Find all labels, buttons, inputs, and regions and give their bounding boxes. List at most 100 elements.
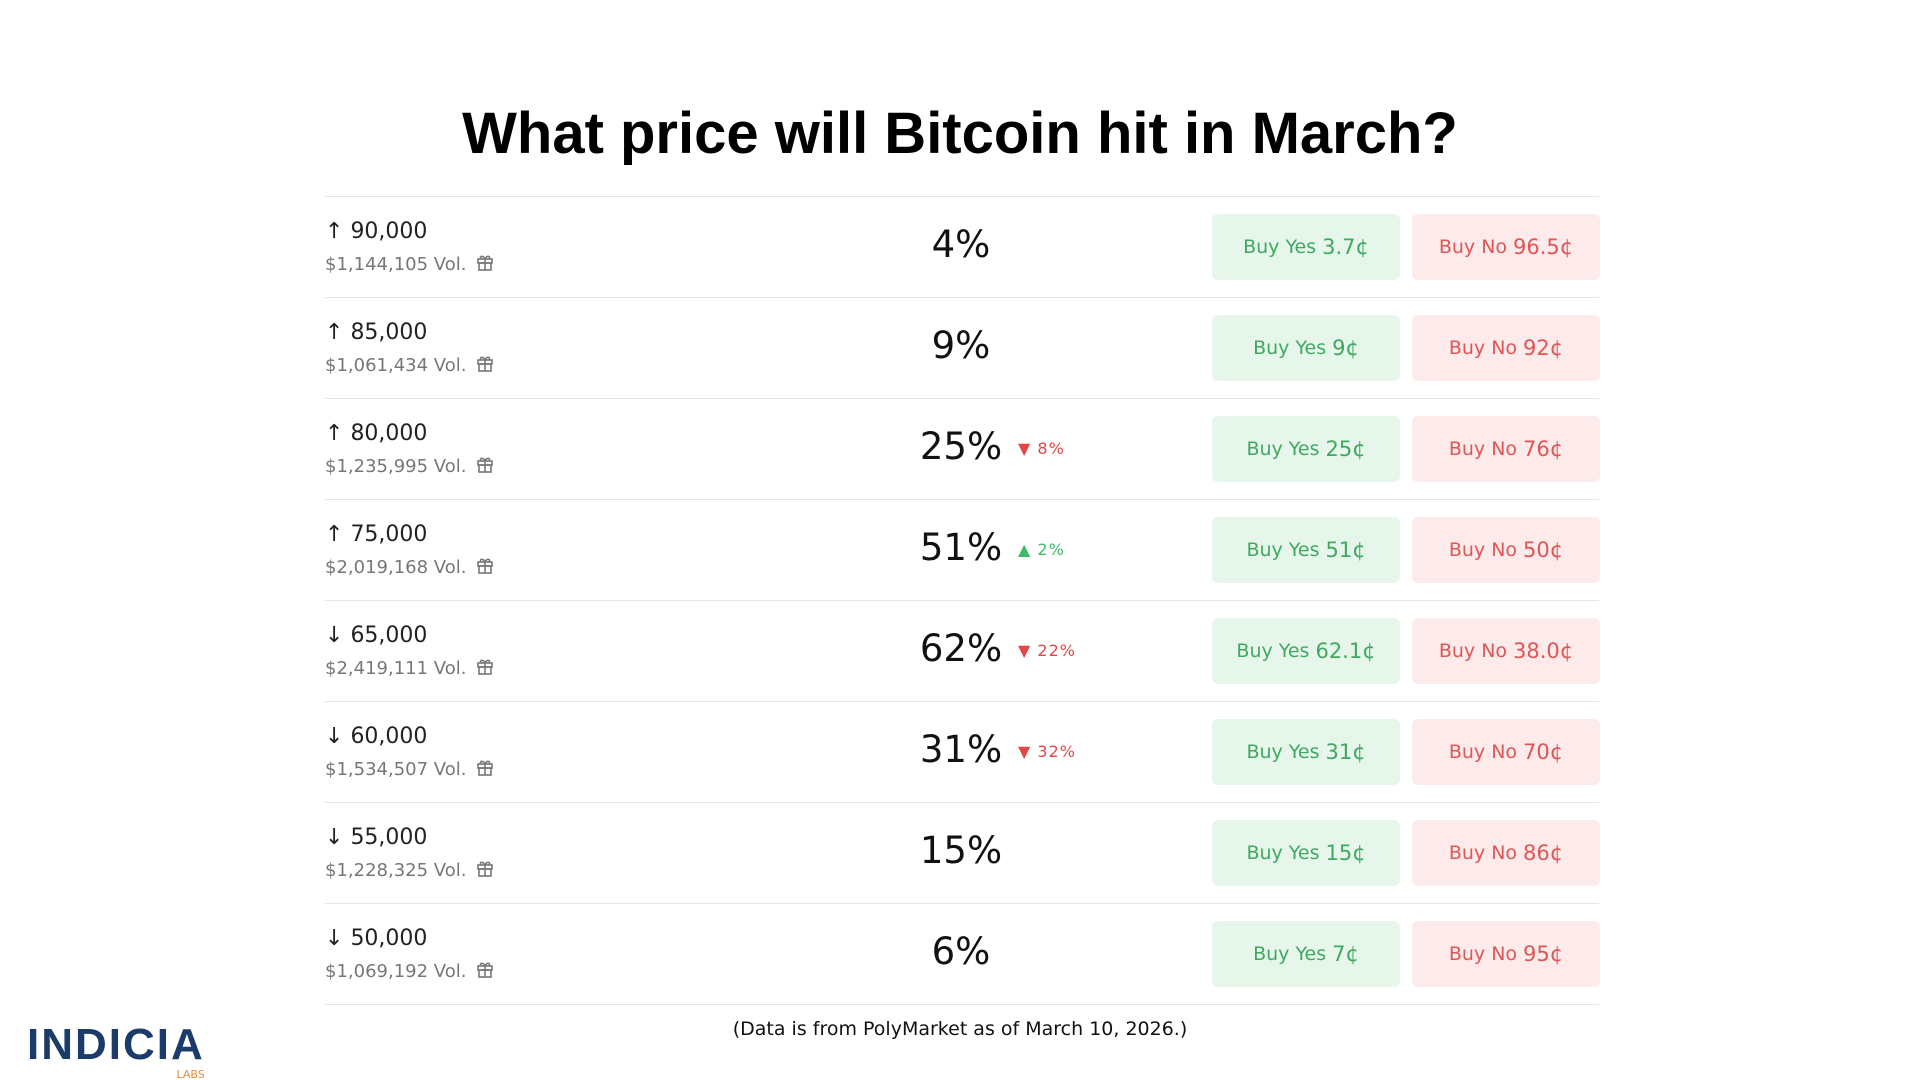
- change: ▼ 8%: [1018, 439, 1065, 458]
- buy-yes-label: Buy Yes: [1253, 337, 1327, 359]
- buy-yes-price: 9¢: [1332, 336, 1359, 360]
- buy-yes-button[interactable]: Buy Yes 51¢: [1212, 517, 1400, 583]
- change-icon: ▼: [1018, 439, 1038, 458]
- volume: $1,534,507 Vol.: [325, 758, 494, 781]
- change-value: 22%: [1037, 641, 1076, 660]
- direction-arrow: ↓: [325, 724, 344, 749]
- buy-yes-button[interactable]: Buy Yes 31¢: [1212, 719, 1400, 785]
- price-target: 65,000: [350, 623, 428, 648]
- buy-no-label: Buy No: [1448, 337, 1518, 359]
- market-table: ↑ 90,000 $1,144,105 Vol. 4% Buy Yes 3.7¢ Buy …: [325, 196, 1600, 1005]
- price-label: ↓ 50,000: [325, 926, 427, 951]
- buy-yes-price: 25¢: [1325, 437, 1366, 461]
- buy-yes-button[interactable]: Buy Yes 7¢: [1212, 921, 1400, 987]
- buy-no-label: Buy No: [1448, 741, 1518, 763]
- change-icon: ▼: [1018, 742, 1038, 761]
- market-row: ↑ 85,000 $1,061,434 Vol. 9% Buy Yes 9¢ Buy No…: [325, 298, 1600, 399]
- buy-yes-button[interactable]: Buy Yes 25¢: [1212, 416, 1400, 482]
- change: ▼ 32%: [1018, 742, 1076, 761]
- price-target: 55,000: [350, 825, 428, 850]
- chance: 4%: [931, 223, 991, 266]
- footer: (Data is from PolyMarket as of March 10,…: [732, 1018, 1188, 1040]
- volume-text: $1,235,995 Vol.: [325, 456, 467, 477]
- chance: 51%: [919, 526, 1003, 569]
- buy-yes-button[interactable]: Buy Yes 9¢: [1212, 315, 1400, 381]
- volume-text: $2,019,168 Vol.: [325, 557, 467, 578]
- price-label: ↓ 55,000: [325, 825, 427, 850]
- buy-no-button[interactable]: Buy No 50¢: [1412, 517, 1600, 583]
- gift-icon[interactable]: [476, 556, 494, 579]
- gift-icon[interactable]: [476, 758, 494, 781]
- buy-no-price: 96.5¢: [1513, 235, 1574, 259]
- chance: 31%: [919, 728, 1003, 771]
- chance: 9%: [931, 324, 991, 367]
- buy-no-button[interactable]: Buy No 86¢: [1412, 820, 1600, 886]
- buy-no-price: 86¢: [1523, 841, 1564, 865]
- price-target: 60,000: [350, 724, 428, 749]
- volume-text: $1,534,507 Vol.: [325, 759, 467, 780]
- buy-no-button[interactable]: Buy No 76¢: [1412, 416, 1600, 482]
- change-icon: ▲: [1018, 540, 1038, 559]
- buy-no-price: 76¢: [1523, 437, 1564, 461]
- price-label: ↑ 80,000: [325, 421, 427, 446]
- gift-icon[interactable]: [476, 657, 494, 680]
- buy-yes-label: Buy Yes: [1246, 438, 1320, 460]
- price-target: 85,000: [350, 320, 428, 345]
- direction-arrow: ↓: [325, 825, 344, 850]
- buy-yes-label: Buy Yes: [1253, 943, 1327, 965]
- buy-yes-label: Buy Yes: [1236, 640, 1310, 662]
- market-row: ↑ 90,000 $1,144,105 Vol. 4% Buy Yes 3.7¢ Buy …: [325, 197, 1600, 298]
- buy-yes-price: 3.7¢: [1322, 235, 1369, 259]
- gift-icon[interactable]: [476, 253, 494, 276]
- change-value: 2%: [1037, 540, 1065, 559]
- market-row: ↓ 60,000 $1,534,507 Vol. 31% ▼ 32% Buy Yes 31…: [325, 702, 1600, 803]
- direction-arrow: ↓: [325, 623, 344, 648]
- buy-yes-button[interactable]: Buy Yes 62.1¢: [1212, 618, 1400, 684]
- change-value: 32%: [1037, 742, 1076, 761]
- buy-no-button[interactable]: Buy No 96.5¢: [1412, 214, 1600, 280]
- buy-yes-price: 62.1¢: [1315, 639, 1376, 663]
- buy-no-price: 92¢: [1523, 336, 1564, 360]
- price-label: ↓ 60,000: [325, 724, 427, 749]
- buy-yes-label: Buy Yes: [1246, 539, 1320, 561]
- price-label: ↑ 90,000: [325, 219, 427, 244]
- chance: 62%: [919, 627, 1003, 670]
- volume: $1,144,105 Vol.: [325, 253, 494, 276]
- gift-icon[interactable]: [476, 354, 494, 377]
- chance: 15%: [919, 829, 1003, 872]
- market-row: ↓ 55,000 $1,228,325 Vol. 15% Buy Yes 15¢ Buy …: [325, 803, 1600, 904]
- price-target: 80,000: [350, 421, 428, 446]
- market-row: ↓ 65,000 $2,419,111 Vol. 62% ▼ 22% Buy Yes 62…: [325, 601, 1600, 702]
- gift-icon[interactable]: [476, 859, 494, 882]
- buy-no-button[interactable]: Buy No 92¢: [1412, 315, 1600, 381]
- volume-text: $1,061,434 Vol.: [325, 355, 467, 376]
- buy-no-price: 95¢: [1523, 942, 1564, 966]
- buy-no-price: 70¢: [1523, 740, 1564, 764]
- gift-icon[interactable]: [476, 960, 494, 983]
- buy-yes-price: 15¢: [1325, 841, 1366, 865]
- market-row: ↑ 80,000 $1,235,995 Vol. 25% ▼ 8% Buy Yes 25¢…: [325, 399, 1600, 500]
- volume: $1,069,192 Vol.: [325, 960, 494, 983]
- price-label: ↑ 85,000: [325, 320, 427, 345]
- title: What price will Bitcoin hit in March?: [462, 101, 1458, 166]
- buy-no-label: Buy No: [1448, 943, 1518, 965]
- buy-yes-label: Buy Yes: [1246, 741, 1320, 763]
- buy-no-price: 50¢: [1523, 538, 1564, 562]
- volume-text: $1,228,325 Vol.: [325, 860, 467, 881]
- market-row: ↓ 50,000 $1,069,192 Vol. 6% Buy Yes 7¢ Buy No…: [325, 904, 1600, 1005]
- gift-icon[interactable]: [476, 455, 494, 478]
- price-target: 90,000: [350, 219, 428, 244]
- buy-no-button[interactable]: Buy No 95¢: [1412, 921, 1600, 987]
- direction-arrow: ↑: [325, 320, 344, 345]
- buy-yes-button[interactable]: Buy Yes 3.7¢: [1212, 214, 1400, 280]
- buy-no-label: Buy No: [1448, 539, 1518, 561]
- buy-yes-price: 51¢: [1325, 538, 1366, 562]
- buy-no-button[interactable]: Buy No 70¢: [1412, 719, 1600, 785]
- buy-no-label: Buy No: [1448, 438, 1518, 460]
- logo-name: INDICIA: [27, 1020, 205, 1069]
- buy-no-button[interactable]: Buy No 38.0¢: [1412, 618, 1600, 684]
- buy-yes-label: Buy Yes: [1243, 236, 1317, 258]
- direction-arrow: ↓: [325, 926, 344, 951]
- buy-yes-button[interactable]: Buy Yes 15¢: [1212, 820, 1400, 886]
